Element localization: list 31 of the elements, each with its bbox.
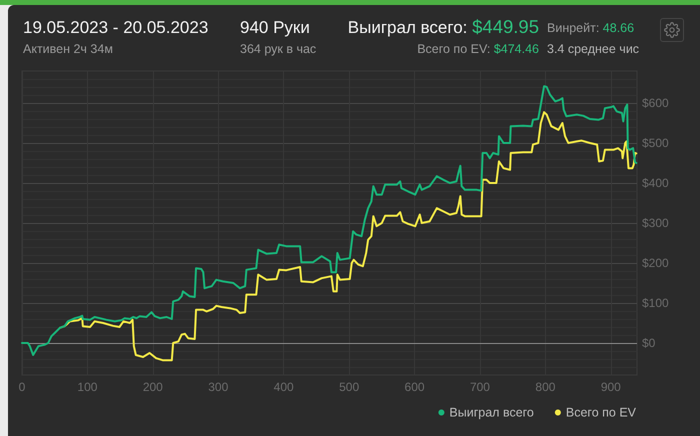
x-tick-label: 0 — [18, 380, 26, 394]
y-tick-label: $100 — [642, 296, 670, 310]
x-tick-label: 600 — [404, 380, 425, 394]
legend-label: Всего по EV — [566, 406, 637, 420]
text: Винрейт: — [547, 21, 600, 35]
x-tick-label: 300 — [208, 380, 229, 394]
x-tick-label: 200 — [142, 380, 164, 394]
text: Всего по EV: — [417, 42, 490, 56]
x-tick-label: 500 — [339, 380, 360, 394]
line-series — [21, 85, 638, 356]
text: $474.46 — [494, 42, 539, 56]
y-tick-label: $200 — [642, 256, 670, 270]
y-tick-label: $400 — [642, 176, 670, 190]
text: 3.4 среднее чис — [547, 42, 640, 56]
chart-subtitle: Активен 2ч 34м — [23, 42, 113, 56]
y-tick-label: $0 — [642, 336, 656, 350]
y-tick-label: $500 — [642, 136, 670, 150]
chart-title: 19.05.2023 - 20.05.2023 — [23, 18, 208, 37]
text: Выиграл всего: — [348, 18, 468, 37]
x-tick-label: 800 — [535, 380, 556, 394]
text: 940 Руки — [240, 18, 310, 37]
y-tick-label: $300 — [642, 216, 670, 230]
x-tick-label: 100 — [77, 380, 98, 394]
x-tick-label: 700 — [470, 380, 490, 394]
y-tick-label: $600 — [642, 96, 670, 110]
text: 364 рук в час — [240, 42, 316, 56]
x-tick-label: 400 — [274, 380, 294, 394]
text: 48.66 — [602, 21, 634, 35]
legend-label: Выиграл всего — [449, 406, 534, 420]
x-tick-label: 900 — [600, 380, 622, 394]
text: $449.95 — [472, 16, 539, 37]
